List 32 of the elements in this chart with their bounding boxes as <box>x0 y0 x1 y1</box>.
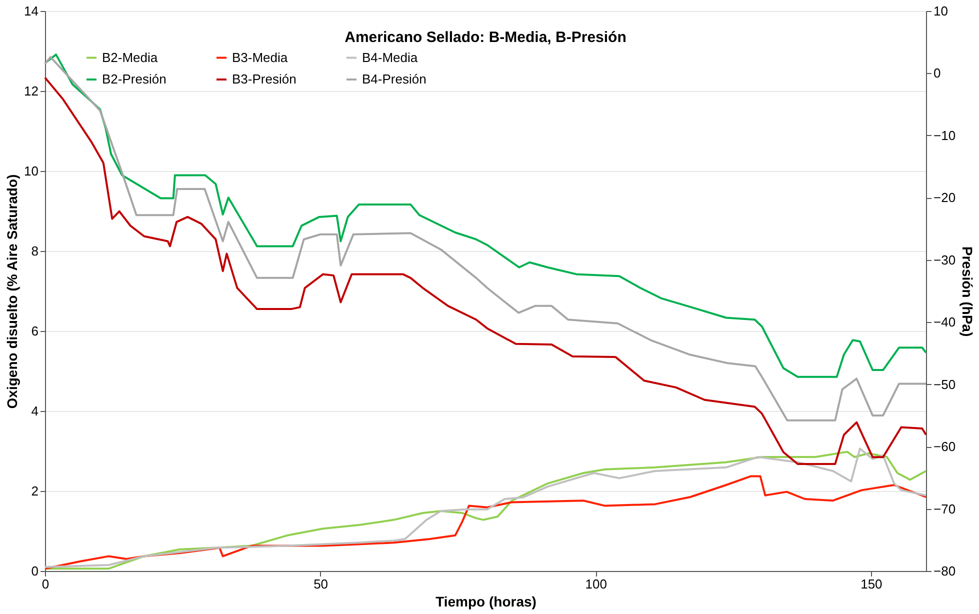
y2-tick-label: −50 <box>934 376 956 392</box>
x-axis-title: Tiempo (horas) <box>436 594 536 610</box>
x-tick-label: 0 <box>42 576 50 592</box>
y-axis-title: Oxigeno disuelto (% Aire Saturado) <box>4 174 20 409</box>
x-tick-label: 150 <box>860 576 882 592</box>
y2-tick-label: −40 <box>934 314 956 330</box>
y-tick-label: 8 <box>31 244 38 258</box>
y2-tick-label: −20 <box>934 190 956 206</box>
y-tick-label: 0 <box>31 564 38 578</box>
text: Americano Sellado: B-Media, B-Presión <box>344 29 626 46</box>
legend-label: B2-Presión <box>102 72 166 86</box>
legend-label: B3-Presión <box>232 72 296 86</box>
x-tick-label: 50 <box>314 576 328 592</box>
y2-tick-label: 0 <box>934 66 941 81</box>
legend-label: B2-Media <box>102 50 158 65</box>
y2-tick-label: −80 <box>934 564 956 578</box>
legend-label: B4-Media <box>362 50 418 65</box>
y-tick-label: 14 <box>24 4 38 18</box>
y-tick-label: 4 <box>31 404 38 418</box>
y-tick-label: 6 <box>31 324 38 338</box>
y-tick-label: 2 <box>31 484 38 498</box>
y2-tick-label: −30 <box>934 252 956 268</box>
y-tick-label: 10 <box>24 164 38 178</box>
y2-tick-label: −60 <box>934 439 956 454</box>
y2-tick-label: 10 <box>934 4 948 18</box>
legend-label: B3-Media <box>232 50 288 65</box>
y2-tick-label: −70 <box>934 501 956 516</box>
y-tick-label: 12 <box>24 84 38 98</box>
x-tick-label: 100 <box>585 576 607 592</box>
y2-axis-title: Presión (hPa) <box>960 246 976 337</box>
legend-label: B4-Presión <box>362 72 426 86</box>
y2-tick-label: −10 <box>934 128 956 143</box>
